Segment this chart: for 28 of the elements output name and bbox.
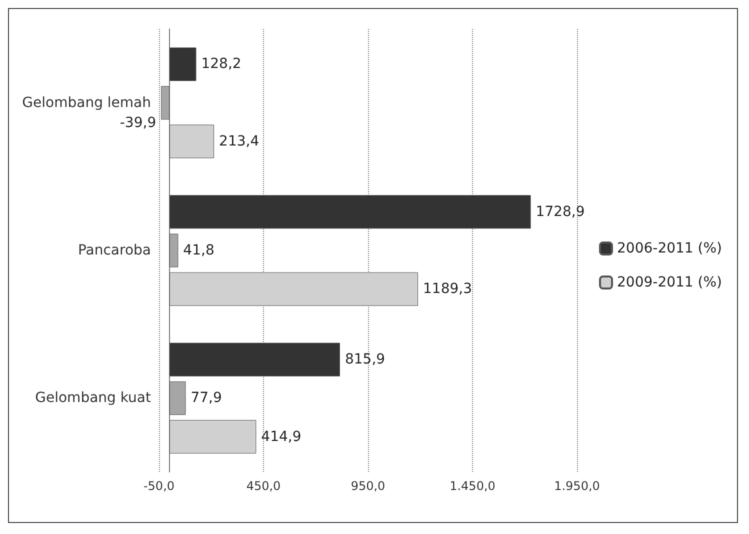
bar	[169, 272, 418, 306]
x-tick-label: 1.950,0	[554, 479, 600, 493]
x-tick-label: -50,0	[143, 479, 175, 493]
x-tick-label: 450,0	[246, 479, 281, 493]
bar	[169, 381, 186, 415]
y-tick-label: Gelombang lemah	[22, 94, 151, 111]
data-label: 815,9	[344, 352, 386, 368]
bar	[169, 420, 256, 454]
legend-label: 2006-2011 (%)	[617, 240, 722, 256]
x-tick-label: 1.450,0	[450, 479, 496, 493]
legend-label: 2009-2011 (%)	[617, 274, 722, 290]
bar	[169, 47, 196, 82]
y-tick-label: Pancaroba	[78, 242, 151, 258]
bar	[169, 342, 340, 376]
data-label: 41,8	[183, 242, 214, 258]
bar	[169, 234, 178, 268]
bar	[161, 86, 170, 120]
data-label: 1189,3	[423, 281, 472, 298]
data-label: 414,9	[261, 428, 302, 445]
bar	[169, 195, 531, 229]
data-label: 128,2	[201, 56, 242, 72]
x-tick-label: 950,0	[350, 479, 386, 493]
data-label: 77,9	[190, 390, 222, 406]
y-tick-label: Gelombang kuat	[35, 390, 152, 406]
data-label: -39,9	[120, 114, 156, 131]
bar	[169, 124, 214, 158]
data-label: 1728,9	[536, 204, 585, 220]
data-label: 213,4	[219, 133, 260, 150]
